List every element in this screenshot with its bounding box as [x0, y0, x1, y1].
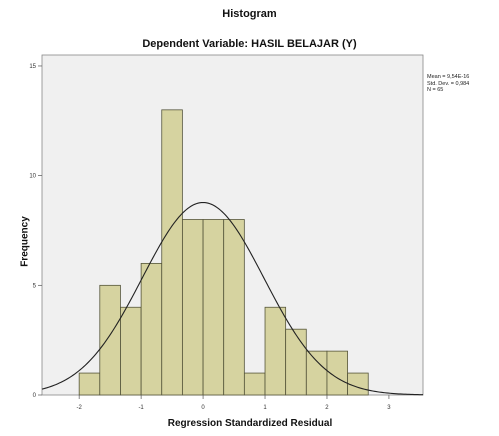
stats-mean: Mean = 9,54E-16: [427, 74, 470, 80]
stats-n: N = 65: [427, 87, 444, 93]
x-tick-label: 0: [201, 405, 205, 411]
y-tick-label: 5: [33, 283, 37, 289]
histogram-bar: [120, 306, 142, 396]
y-tick-label: 15: [29, 64, 36, 70]
histogram-bar: [78, 372, 101, 396]
histogram-bar: [161, 109, 183, 396]
histogram-bar: [182, 219, 204, 396]
y-axis-label: Frequency: [19, 216, 31, 267]
x-tick-label: 3: [387, 405, 391, 411]
stats-std-dev: Std. Dev. = 0,984: [427, 80, 470, 87]
x-tick-label: 2: [325, 405, 329, 411]
x-axis-label: Regression Standardized Residual: [167, 418, 333, 429]
histogram-bar: [305, 350, 328, 396]
histogram-bar: [243, 372, 266, 396]
histogram-bar: [202, 219, 225, 396]
chart-subtitle: Dependent Variable: HASIL BELAJAR (Y): [142, 38, 357, 50]
normal-curve: [41, 201, 424, 396]
histogram-bar: [99, 284, 121, 396]
histogram-bar: [347, 372, 369, 396]
x-tick-label: -1: [138, 405, 144, 411]
stats-box: Mean = 9,54E-16 Std. Dev. = 0,984 N = 65: [427, 74, 469, 94]
histogram-bar: [140, 262, 163, 396]
y-tick-label: 10: [29, 174, 36, 180]
histogram-bar: [285, 328, 307, 396]
y-tick-label: 0: [33, 393, 37, 399]
x-tick-label: -2: [76, 405, 82, 411]
histogram-bar: [223, 219, 245, 396]
chart-title: Histogram: [222, 8, 277, 20]
x-tick-label: 1: [263, 405, 267, 411]
histogram-bar: [264, 306, 287, 396]
